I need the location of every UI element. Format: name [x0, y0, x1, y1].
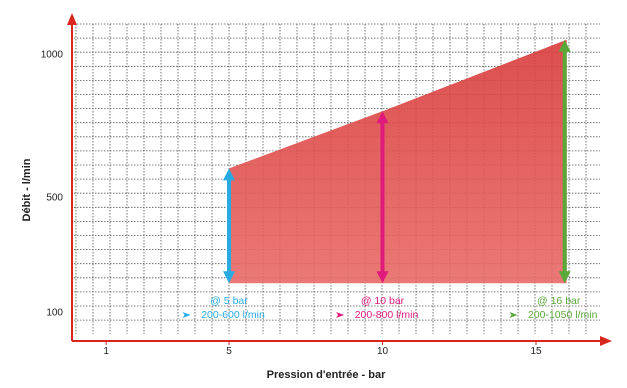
x-tick-label: 5	[226, 346, 232, 357]
range-arrow-head-down	[223, 271, 235, 284]
y-axis-title: Débit - l/min	[21, 158, 33, 221]
annotation-pressure: @ 16 bar	[537, 295, 581, 307]
annotation-marker-icon	[182, 312, 191, 318]
area-layer	[229, 39, 567, 284]
y-axis-arrowhead	[67, 13, 77, 25]
annotation-pressure: @ 10 bar	[361, 295, 405, 307]
x-tick-label: 15	[530, 346, 542, 357]
range-arrow-head-up	[558, 39, 571, 52]
annotations: @ 5 bar 200-600 l/min @ 10 bar 200-800 l/mi…	[182, 295, 598, 321]
axes	[67, 13, 612, 346]
annotation-pressure: @ 5 bar	[210, 295, 248, 307]
range-area	[229, 39, 567, 284]
annotation-flow: 200-1050 l/min	[528, 309, 598, 321]
annotation-flow: 200-800 l/min	[355, 309, 419, 321]
range-arrow-head-up	[223, 168, 235, 181]
y-tick-label: 500	[46, 193, 63, 204]
range-arrow-head-up	[376, 111, 389, 124]
annotation-flow: 200-600 l/min	[201, 309, 265, 321]
x-axis-arrowhead	[600, 336, 612, 346]
y-tick-label: 1000	[41, 50, 64, 61]
x-tick-label: 10	[377, 346, 389, 357]
range-arrow-head-down	[376, 271, 389, 284]
range-arrow-head-down	[558, 271, 571, 284]
x-tick-label: 1	[103, 346, 109, 357]
y-tick-label: 100	[46, 308, 63, 319]
annotation-marker-icon	[509, 312, 518, 318]
annotation-marker-icon	[336, 312, 345, 318]
range-arrows	[223, 39, 571, 284]
x-axis-title: Pression d'entrée - bar	[267, 369, 386, 381]
